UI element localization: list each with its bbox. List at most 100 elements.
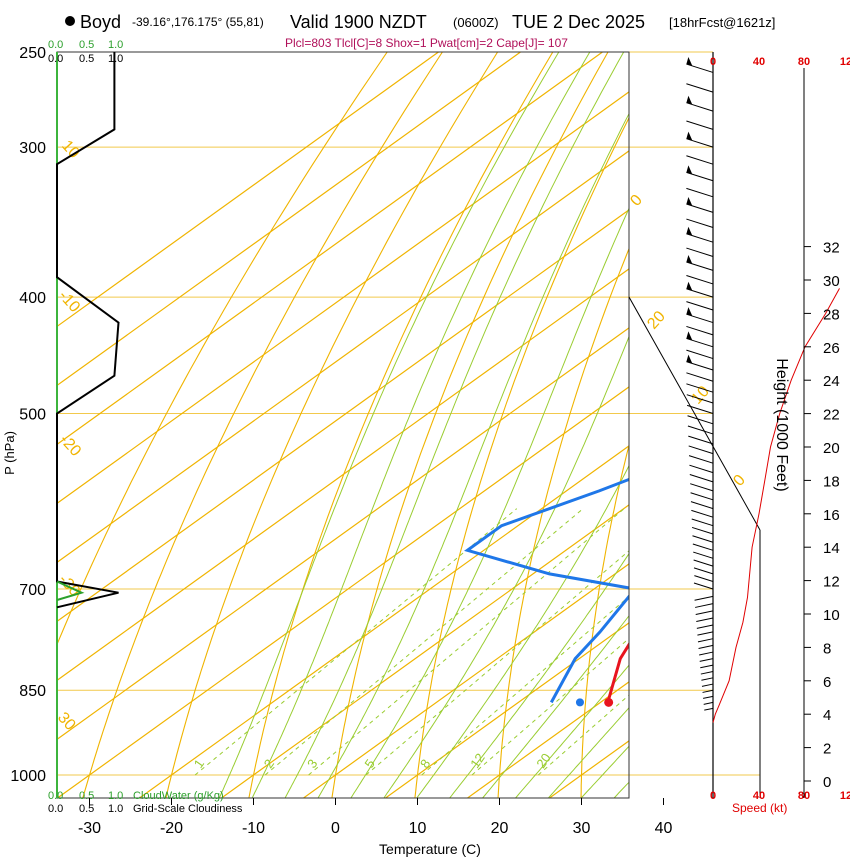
height-label-30: 30 xyxy=(823,273,840,290)
height-label-18: 18 xyxy=(823,473,840,490)
wind-barb-shaft-390 xyxy=(686,275,714,285)
wind-barb-370 xyxy=(686,247,714,257)
moist-adiabat-22 xyxy=(481,614,629,798)
mixing-ratio-5 xyxy=(365,550,629,776)
height-label-10: 10 xyxy=(823,607,840,624)
wind-barb-shaft-580 xyxy=(690,483,714,492)
wind-barb-290 xyxy=(686,120,714,130)
isotherm-40 xyxy=(628,52,850,800)
wind-barb-shaft-800 xyxy=(699,658,714,662)
isobar-lines xyxy=(57,51,760,776)
height-label-14: 14 xyxy=(823,540,840,557)
wind-barb-840 xyxy=(701,683,714,687)
dry-adiabat--30 xyxy=(82,52,443,798)
wind-barbs xyxy=(686,57,714,711)
height-axis-label: Height (1000 Feet) xyxy=(773,358,790,491)
temp-label--20: -20 xyxy=(160,820,183,837)
wind-panel xyxy=(628,52,761,798)
speed-top-0: 0 xyxy=(710,56,716,68)
temp-label-10: 10 xyxy=(409,820,427,837)
wind-barb-shaft-720 xyxy=(695,603,714,608)
wind-barb-710 xyxy=(694,595,714,601)
wind-barb-flag-300 xyxy=(686,131,693,141)
wind-barb-shaft-430 xyxy=(686,325,714,336)
wind-barb-shaft-510 xyxy=(687,415,714,425)
wind-barb-shaft-790 xyxy=(699,651,714,656)
mixing-ratio-labels: 1 2 3 5 8 12 20 xyxy=(191,750,554,770)
wind-barb-shaft-530 xyxy=(688,435,714,445)
chart-header: Boyd -39.16°,176.175° (55,81) Valid 1900… xyxy=(65,12,775,50)
wind-barb-880 xyxy=(704,707,714,711)
wind-barb-flag-400 xyxy=(686,281,693,291)
cc-top-1: 1.0 xyxy=(108,53,123,65)
mixing-ratio-label-8: 8 xyxy=(417,756,433,771)
wind-barb-shaft-290 xyxy=(686,120,714,130)
wind-barb-590 xyxy=(690,492,714,501)
wind-barb-620 xyxy=(691,518,714,527)
height-label-8: 8 xyxy=(823,640,831,657)
moist-adiabat--6 xyxy=(251,52,591,798)
wind-barb-320 xyxy=(686,165,714,182)
wind-barb-shaft-540 xyxy=(688,445,714,455)
dewpoint-trace xyxy=(464,477,629,704)
speed-axis-label: Speed (kt) xyxy=(732,801,787,815)
wind-barb-shaft-840 xyxy=(701,683,714,687)
wind-barb-flag-420 xyxy=(686,307,693,317)
cloudwater-label: CloudWater (g/Kg) xyxy=(133,790,224,802)
speed-bottom-0: 0 xyxy=(710,790,716,802)
wind-barb-610 xyxy=(691,509,714,518)
height-label-32: 32 xyxy=(823,240,840,257)
pressure-label-500: 500 xyxy=(19,407,46,424)
wind-barb-450 xyxy=(686,349,714,360)
cc-top-0: 0.0 xyxy=(48,53,63,65)
wind-barb-flag-380 xyxy=(686,254,693,264)
temp-label-0: 0 xyxy=(331,820,340,837)
cw-top-0: 0.0 xyxy=(48,39,63,51)
cloud-scale-bottom: 0.0 0.5 1.0 CloudWater (g/Kg) 0.0 0.5 1.… xyxy=(48,790,243,815)
isotherm--110 xyxy=(57,52,439,328)
wind-barb-shaft-480 xyxy=(686,383,714,393)
moist-adiabat-30 xyxy=(547,707,629,798)
cloudiness-profile xyxy=(56,52,120,609)
speed-top-40: 40 xyxy=(753,56,765,68)
temp-label--10: -10 xyxy=(242,820,265,837)
wind-barb-870 xyxy=(703,701,714,705)
wind-barb-830 xyxy=(701,677,714,681)
wind-barb-730 xyxy=(695,610,714,615)
wind-barb-410 xyxy=(686,301,714,311)
moist-adiabat-2 xyxy=(317,112,629,798)
wind-barb-shaft-560 xyxy=(689,464,714,474)
wind-barb-510 xyxy=(687,415,714,425)
cc-bot-1: 1.0 xyxy=(108,803,123,815)
speed-bottom-12: 12 xyxy=(840,790,850,802)
wind-barb-shaft-750 xyxy=(696,624,714,629)
wind-barb-570 xyxy=(689,474,714,483)
wind-barb-shaft-880 xyxy=(704,707,714,711)
dry-adiabat-20 xyxy=(497,247,629,798)
wind-barb-shaft-670 xyxy=(693,559,714,567)
mixing-ratio-1 xyxy=(194,508,518,776)
height-label-2: 2 xyxy=(823,741,831,758)
isotherm--70 xyxy=(57,150,629,564)
wind-barb-720 xyxy=(695,603,714,608)
wind-barb-shaft-860 xyxy=(703,695,714,699)
isotherm-0 xyxy=(302,563,629,798)
temp-label--30: -30 xyxy=(78,820,101,837)
cc-bot-05: 0.5 xyxy=(79,803,94,815)
y-axis-label: P (hPa) xyxy=(2,431,17,475)
cw-bot-1: 1.0 xyxy=(108,790,123,802)
wind-barb-shaft-660 xyxy=(693,551,714,559)
wind-barb-700 xyxy=(693,582,714,590)
mixing-ratio-20 xyxy=(537,694,629,776)
cloudiness-label: Grid-Scale Cloudiness xyxy=(133,803,243,815)
wind-barb-shaft-350 xyxy=(686,218,714,228)
wind-barb-shaft-550 xyxy=(688,455,714,464)
isotherm--30 xyxy=(57,386,629,798)
wind-barb-820 xyxy=(700,671,714,675)
pressure-label-1000: 1000 xyxy=(10,768,46,785)
height-label-16: 16 xyxy=(823,507,840,524)
wind-barb-shaft-630 xyxy=(691,526,714,535)
wind-barb-400 xyxy=(686,281,714,298)
dry-adiabat--40 xyxy=(57,52,388,646)
isotherm-label-1: -10 xyxy=(55,287,83,316)
